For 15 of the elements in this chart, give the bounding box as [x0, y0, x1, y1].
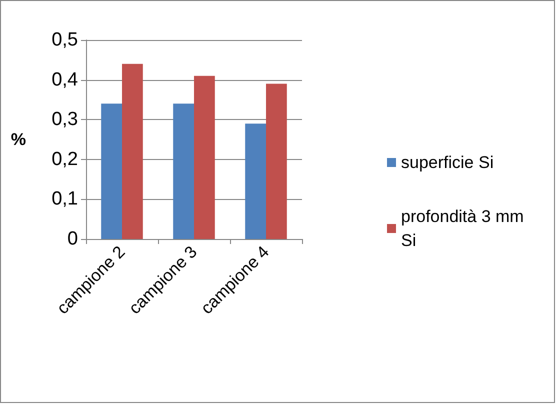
bar — [194, 76, 215, 239]
bar — [266, 84, 287, 239]
bar — [245, 124, 266, 239]
y-tick-label: 0 — [67, 228, 78, 250]
bar — [101, 104, 122, 239]
legend-label: superficie Si — [401, 153, 494, 172]
y-tick-label: 0,3 — [52, 109, 78, 130]
legend-label: profondità 3 mm Si — [401, 207, 529, 250]
y-tick-label: 0,1 — [52, 188, 78, 210]
bar — [173, 104, 194, 239]
bar — [122, 64, 143, 239]
y-tick-label: 0,5 — [52, 30, 78, 50]
y-tick-label: 0,2 — [52, 148, 78, 170]
y-tick-label: 0,4 — [52, 69, 78, 90]
y-axis-title: % — [10, 130, 26, 149]
